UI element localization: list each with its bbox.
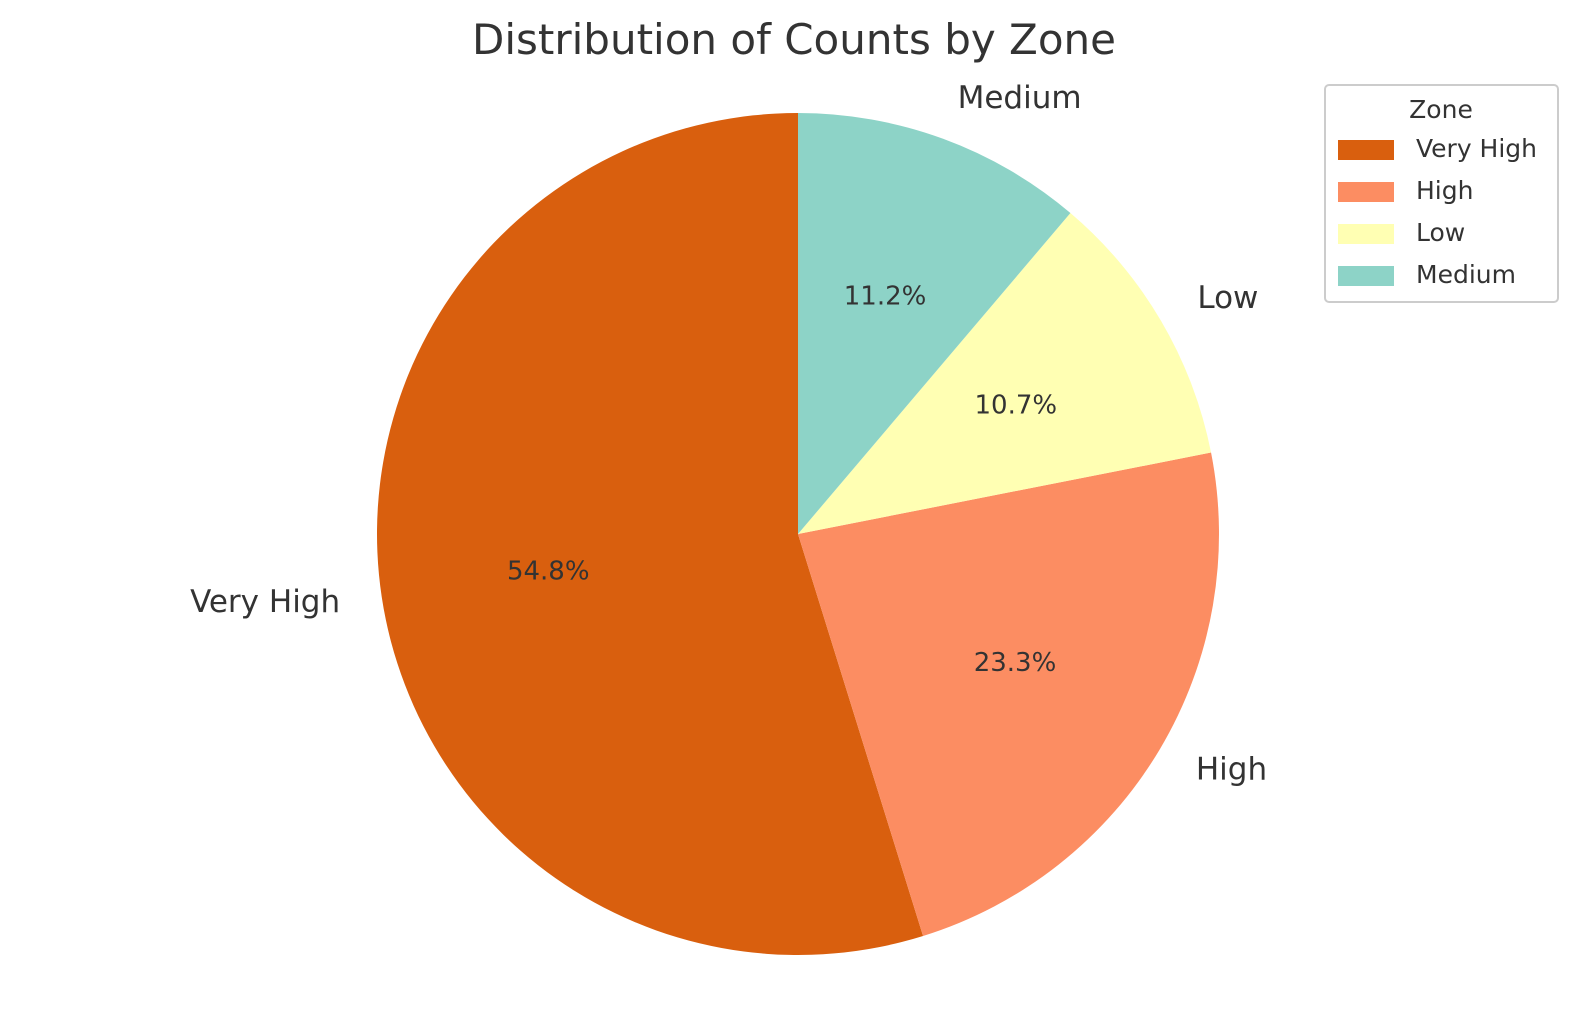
pie-slice-high [798,452,1219,936]
pie-slices [377,113,1219,955]
legend-title: Zone [1409,95,1473,124]
pie-slice-medium [798,113,1071,534]
pct-label: 10.7% [975,391,1058,421]
slice-label: Low [1197,280,1258,316]
pie-slice-very-high [377,113,924,955]
pie-labels: 54.8% Very High 23.3% High 10.7% Low 11.2% Medi… [190,80,1267,788]
legend-label: High [1416,176,1473,205]
legend-frame [1324,84,1559,303]
legend: Zone Very High High Low Medium [1324,84,1559,303]
slice-label: High [1196,751,1267,787]
legend-swatch [1338,266,1394,286]
legend-swatch [1338,182,1394,202]
legend-entries: Very High High Low Medium [1338,134,1537,289]
chart-title: Distribution of Counts by Zone [472,15,1116,64]
pct-label: 54.8% [507,556,590,586]
pct-label: 23.3% [974,648,1057,678]
pie-slice-low [798,213,1212,534]
slice-label: Medium [958,80,1082,116]
legend-label: Low [1416,218,1465,247]
legend-swatch [1338,224,1394,244]
legend-label: Medium [1416,260,1516,289]
legend-swatch [1338,140,1394,160]
slice-label: Very High [190,584,340,620]
legend-label: Very High [1416,134,1537,163]
pct-label: 11.2% [844,281,927,311]
